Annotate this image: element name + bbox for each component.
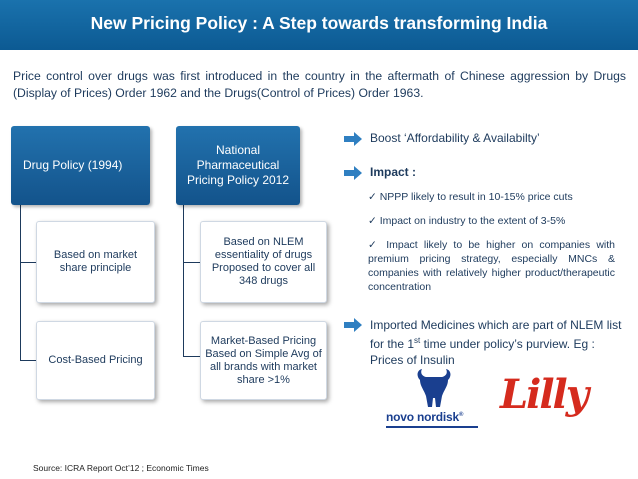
cost-based-pricing-box: Cost-Based Pricing: [36, 321, 155, 400]
impact-item: ✓ Impact on industry to the extent of 3-…: [368, 215, 566, 227]
impact-item: ✓ NPPP likely to result in 10-15% price …: [368, 191, 573, 203]
intro-paragraph: Price control over drugs was first intro…: [13, 69, 626, 100]
arrow-right-icon: [344, 132, 362, 146]
middle-connector-branch-1: [183, 262, 200, 263]
impact-item: ✓ Impact likely to be higher on companie…: [368, 239, 615, 293]
left-connector-branch-1: [20, 262, 36, 263]
arrow-right-icon: [344, 318, 362, 332]
nlem-essentiality-box: Based on NLEM essentiality of drugs Prop…: [200, 221, 327, 303]
market-based-pricing-box: Market-Based Pricing Based on Simple Avg…: [200, 321, 327, 400]
nlem-essentiality-text: Based on NLEM essentiality of drugs Prop…: [211, 236, 316, 287]
market-based-pricing-text: Market-Based Pricing Based on Simple Avg…: [205, 334, 322, 386]
lilly-logo: Lilly: [500, 371, 589, 418]
cost-based-pricing-text: Cost-Based Pricing: [48, 354, 143, 366]
impact-label: Impact :: [370, 165, 417, 179]
nppp-2012-title: National Pharmaceutical Pricing Policy 2…: [186, 143, 290, 187]
boost-affordability-text: Boost ‘Affordability & Availabilty’: [370, 131, 540, 145]
middle-connector-vertical: [183, 205, 184, 357]
check-icon: ✓: [368, 215, 380, 227]
header-bar: New Pricing Policy : A Step towards tran…: [0, 0, 638, 50]
market-share-principle-box: Based on market share principle: [36, 221, 155, 303]
novo-nordisk-logo: novo nordisk®: [386, 366, 482, 430]
novo-underline: [386, 426, 478, 428]
drug-policy-1994-title: Drug Policy (1994): [23, 158, 123, 172]
novo-bull-icon: [417, 369, 451, 407]
left-connector-branch-2: [20, 360, 36, 361]
imported-medicines-text: Imported Medicines which are part of NLE…: [370, 318, 622, 367]
page-title: New Pricing Policy : A Step towards tran…: [90, 13, 548, 33]
novo-nordisk-wordmark: novo nordisk®: [386, 410, 464, 424]
market-share-principle-text: Based on market share principle: [53, 249, 138, 274]
left-connector-vertical: [20, 205, 21, 361]
nppp-2012-box: National Pharmaceutical Pricing Policy 2…: [176, 126, 300, 205]
check-icon: ✓: [368, 191, 380, 203]
arrow-right-icon: [344, 166, 362, 180]
source-note: Source: ICRA Report Oct’12 ; Economic Ti…: [33, 463, 209, 473]
drug-policy-1994-box: Drug Policy (1994): [11, 126, 150, 205]
middle-connector-branch-2: [183, 356, 200, 357]
check-icon: ✓: [368, 239, 387, 251]
